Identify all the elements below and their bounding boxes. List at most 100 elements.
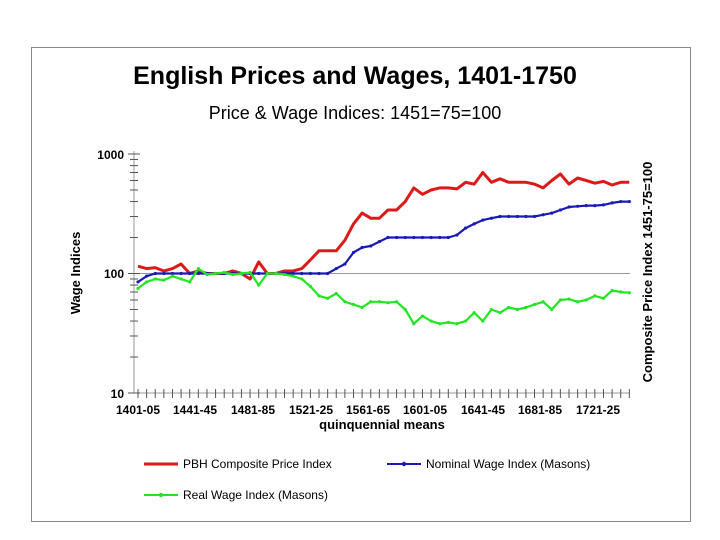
data-point-nominal xyxy=(317,271,321,276)
y-tick-10: 10 xyxy=(111,387,125,401)
data-point-nominal xyxy=(429,235,433,240)
x-tick-label-1441: 1441-45 xyxy=(173,403,217,417)
data-point-real xyxy=(274,271,278,276)
data-point-real xyxy=(403,307,407,312)
data-point-real xyxy=(308,284,312,288)
data-point-nominal xyxy=(576,204,580,208)
data-point-nominal xyxy=(153,271,157,276)
data-point-nominal xyxy=(489,216,494,220)
x-tick-label-1601: 1601-05 xyxy=(403,403,447,417)
data-point-real xyxy=(507,305,511,310)
data-point-nominal xyxy=(455,233,459,237)
data-point-real xyxy=(619,290,623,294)
data-point-real xyxy=(196,266,200,271)
data-point-nominal xyxy=(136,280,140,284)
legend-label-real: Real Wage Index (Masons) xyxy=(183,488,328,502)
data-point-nominal xyxy=(377,239,381,244)
data-point-nominal xyxy=(498,214,502,219)
data-point-nominal xyxy=(524,214,528,219)
x-tick-label-1401: 1401-05 xyxy=(116,403,160,417)
data-point-nominal xyxy=(369,244,373,248)
data-point-real xyxy=(343,300,347,304)
data-point-nominal xyxy=(188,271,192,276)
data-point-real xyxy=(136,286,140,291)
data-point-nominal xyxy=(308,271,312,276)
data-point-real xyxy=(213,271,218,276)
data-point-real xyxy=(627,291,631,295)
data-point-real xyxy=(291,274,295,278)
data-point-nominal xyxy=(179,271,183,276)
data-point-nominal xyxy=(334,266,338,271)
data-point-real xyxy=(576,300,580,304)
data-point-nominal xyxy=(567,205,571,209)
data-point-real xyxy=(231,272,235,277)
data-point-nominal xyxy=(550,211,554,215)
data-point-nominal xyxy=(145,274,149,278)
data-point-real xyxy=(188,280,192,284)
data-point-real xyxy=(610,288,614,293)
data-point-real xyxy=(472,311,476,315)
data-point-real xyxy=(601,296,606,300)
data-point-real xyxy=(300,277,304,281)
data-point-real xyxy=(222,270,226,275)
data-point-real xyxy=(265,271,269,276)
y-tick-100: 100 xyxy=(104,267,124,281)
data-point-real xyxy=(567,297,571,301)
data-point-real xyxy=(326,296,330,300)
data-point-real xyxy=(532,302,537,307)
data-point-nominal xyxy=(558,208,562,212)
data-point-real xyxy=(248,270,252,275)
series-line-real xyxy=(137,267,630,325)
data-point-real xyxy=(515,307,519,312)
data-point-nominal xyxy=(619,199,623,204)
data-point-real xyxy=(351,302,356,307)
x-tick-label-1481: 1481-85 xyxy=(231,403,275,417)
data-point-nominal xyxy=(481,218,485,222)
data-point-nominal xyxy=(446,235,450,240)
data-point-nominal xyxy=(395,235,399,240)
data-point-real xyxy=(429,319,433,323)
y-tick-1000: 1000 xyxy=(97,148,124,162)
data-point-real xyxy=(395,300,399,304)
data-point-real xyxy=(498,311,502,315)
data-point-nominal xyxy=(326,271,330,276)
axes xyxy=(128,151,630,398)
data-point-real xyxy=(153,277,157,281)
data-point-real xyxy=(412,322,416,326)
data-point-nominal xyxy=(593,203,597,208)
chart-title: English Prices and Wages, 1401-1750 xyxy=(133,62,577,90)
data-point-real xyxy=(550,307,554,312)
data-point-real xyxy=(558,298,562,302)
data-point-nominal xyxy=(196,271,200,276)
data-point-nominal xyxy=(472,222,476,226)
x-tick-label-1681: 1681-85 xyxy=(518,403,562,417)
data-point-real xyxy=(438,322,442,326)
data-point-nominal xyxy=(532,214,537,219)
data-point-real xyxy=(170,274,175,278)
data-point-real xyxy=(205,272,209,277)
x-tick-labels: 1401-05 1441-45 1481-85 1521-25 1561-65 … xyxy=(116,403,620,417)
data-point-real xyxy=(489,307,494,312)
data-point-real xyxy=(524,305,528,310)
data-point-nominal xyxy=(343,262,347,266)
data-point-nominal xyxy=(170,271,175,276)
data-point-real xyxy=(257,283,261,287)
y-axis-title-right: Composite Price Index 1451-75=100 xyxy=(640,162,655,383)
data-point-nominal xyxy=(507,214,511,219)
data-point-real xyxy=(317,294,321,298)
data-point-nominal xyxy=(438,235,442,240)
legend-marker-nominal xyxy=(401,461,407,467)
data-point-nominal xyxy=(300,271,304,276)
y-axis-title: Wage Indices xyxy=(68,232,83,315)
data-point-nominal xyxy=(403,235,407,240)
data-point-real xyxy=(145,280,149,284)
data-point-real xyxy=(334,291,338,296)
data-point-nominal xyxy=(463,226,468,230)
legend: PBH Composite Price Index Nominal Wage I… xyxy=(144,457,590,502)
series-group xyxy=(136,171,631,326)
data-point-nominal xyxy=(291,271,295,276)
data-point-real xyxy=(369,300,373,304)
data-point-nominal xyxy=(257,271,261,276)
data-point-real xyxy=(455,322,459,326)
